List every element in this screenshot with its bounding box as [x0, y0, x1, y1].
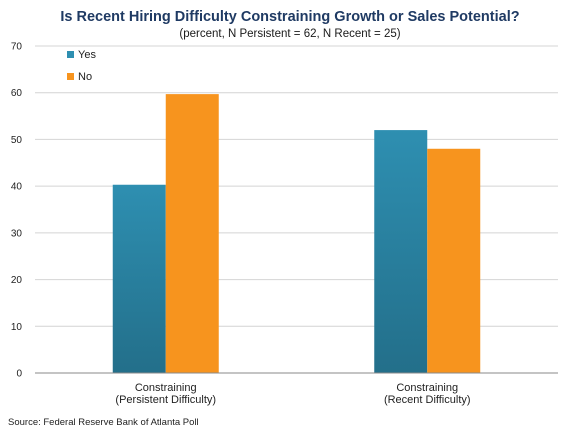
y-tick-label: 20 [11, 275, 23, 286]
y-tick-label: 10 [11, 322, 23, 333]
source-note: Source: Federal Reserve Bank of Atlanta … [8, 417, 199, 428]
legend-label-no: No [78, 71, 92, 83]
category-labels: Constraining(Persistent Difficulty)Const… [115, 382, 470, 406]
y-tick-label: 30 [11, 228, 23, 239]
x-category-label: (Persistent Difficulty) [115, 394, 216, 406]
y-tick-label: 40 [11, 182, 23, 193]
y-axis-ticks: 0 10 20 30 40 50 60 70 [11, 42, 23, 380]
x-category-label: Constraining [135, 382, 197, 394]
chart-subtitle: (percent, N Persistent = 62, N Recent = … [179, 28, 400, 40]
bar-no-2 [427, 148, 481, 373]
y-tick-label: 50 [11, 135, 23, 146]
y-tick-label: 60 [11, 88, 23, 99]
bar-no-1 [165, 94, 219, 373]
chart-title: Is Recent Hiring Difficulty Constraining… [60, 9, 519, 25]
x-category-label: (Recent Difficulty) [384, 394, 471, 406]
bar-yes-1 [112, 184, 166, 373]
legend: Yes No [67, 49, 96, 83]
legend-label-yes: Yes [78, 49, 96, 61]
legend-swatch-no [67, 73, 74, 80]
bars [112, 94, 481, 373]
x-category-label: Constraining [396, 382, 458, 394]
y-tick-label: 70 [11, 42, 23, 53]
y-tick-label: 0 [16, 369, 22, 380]
bar-yes-2 [374, 130, 428, 373]
legend-swatch-yes [67, 51, 74, 58]
